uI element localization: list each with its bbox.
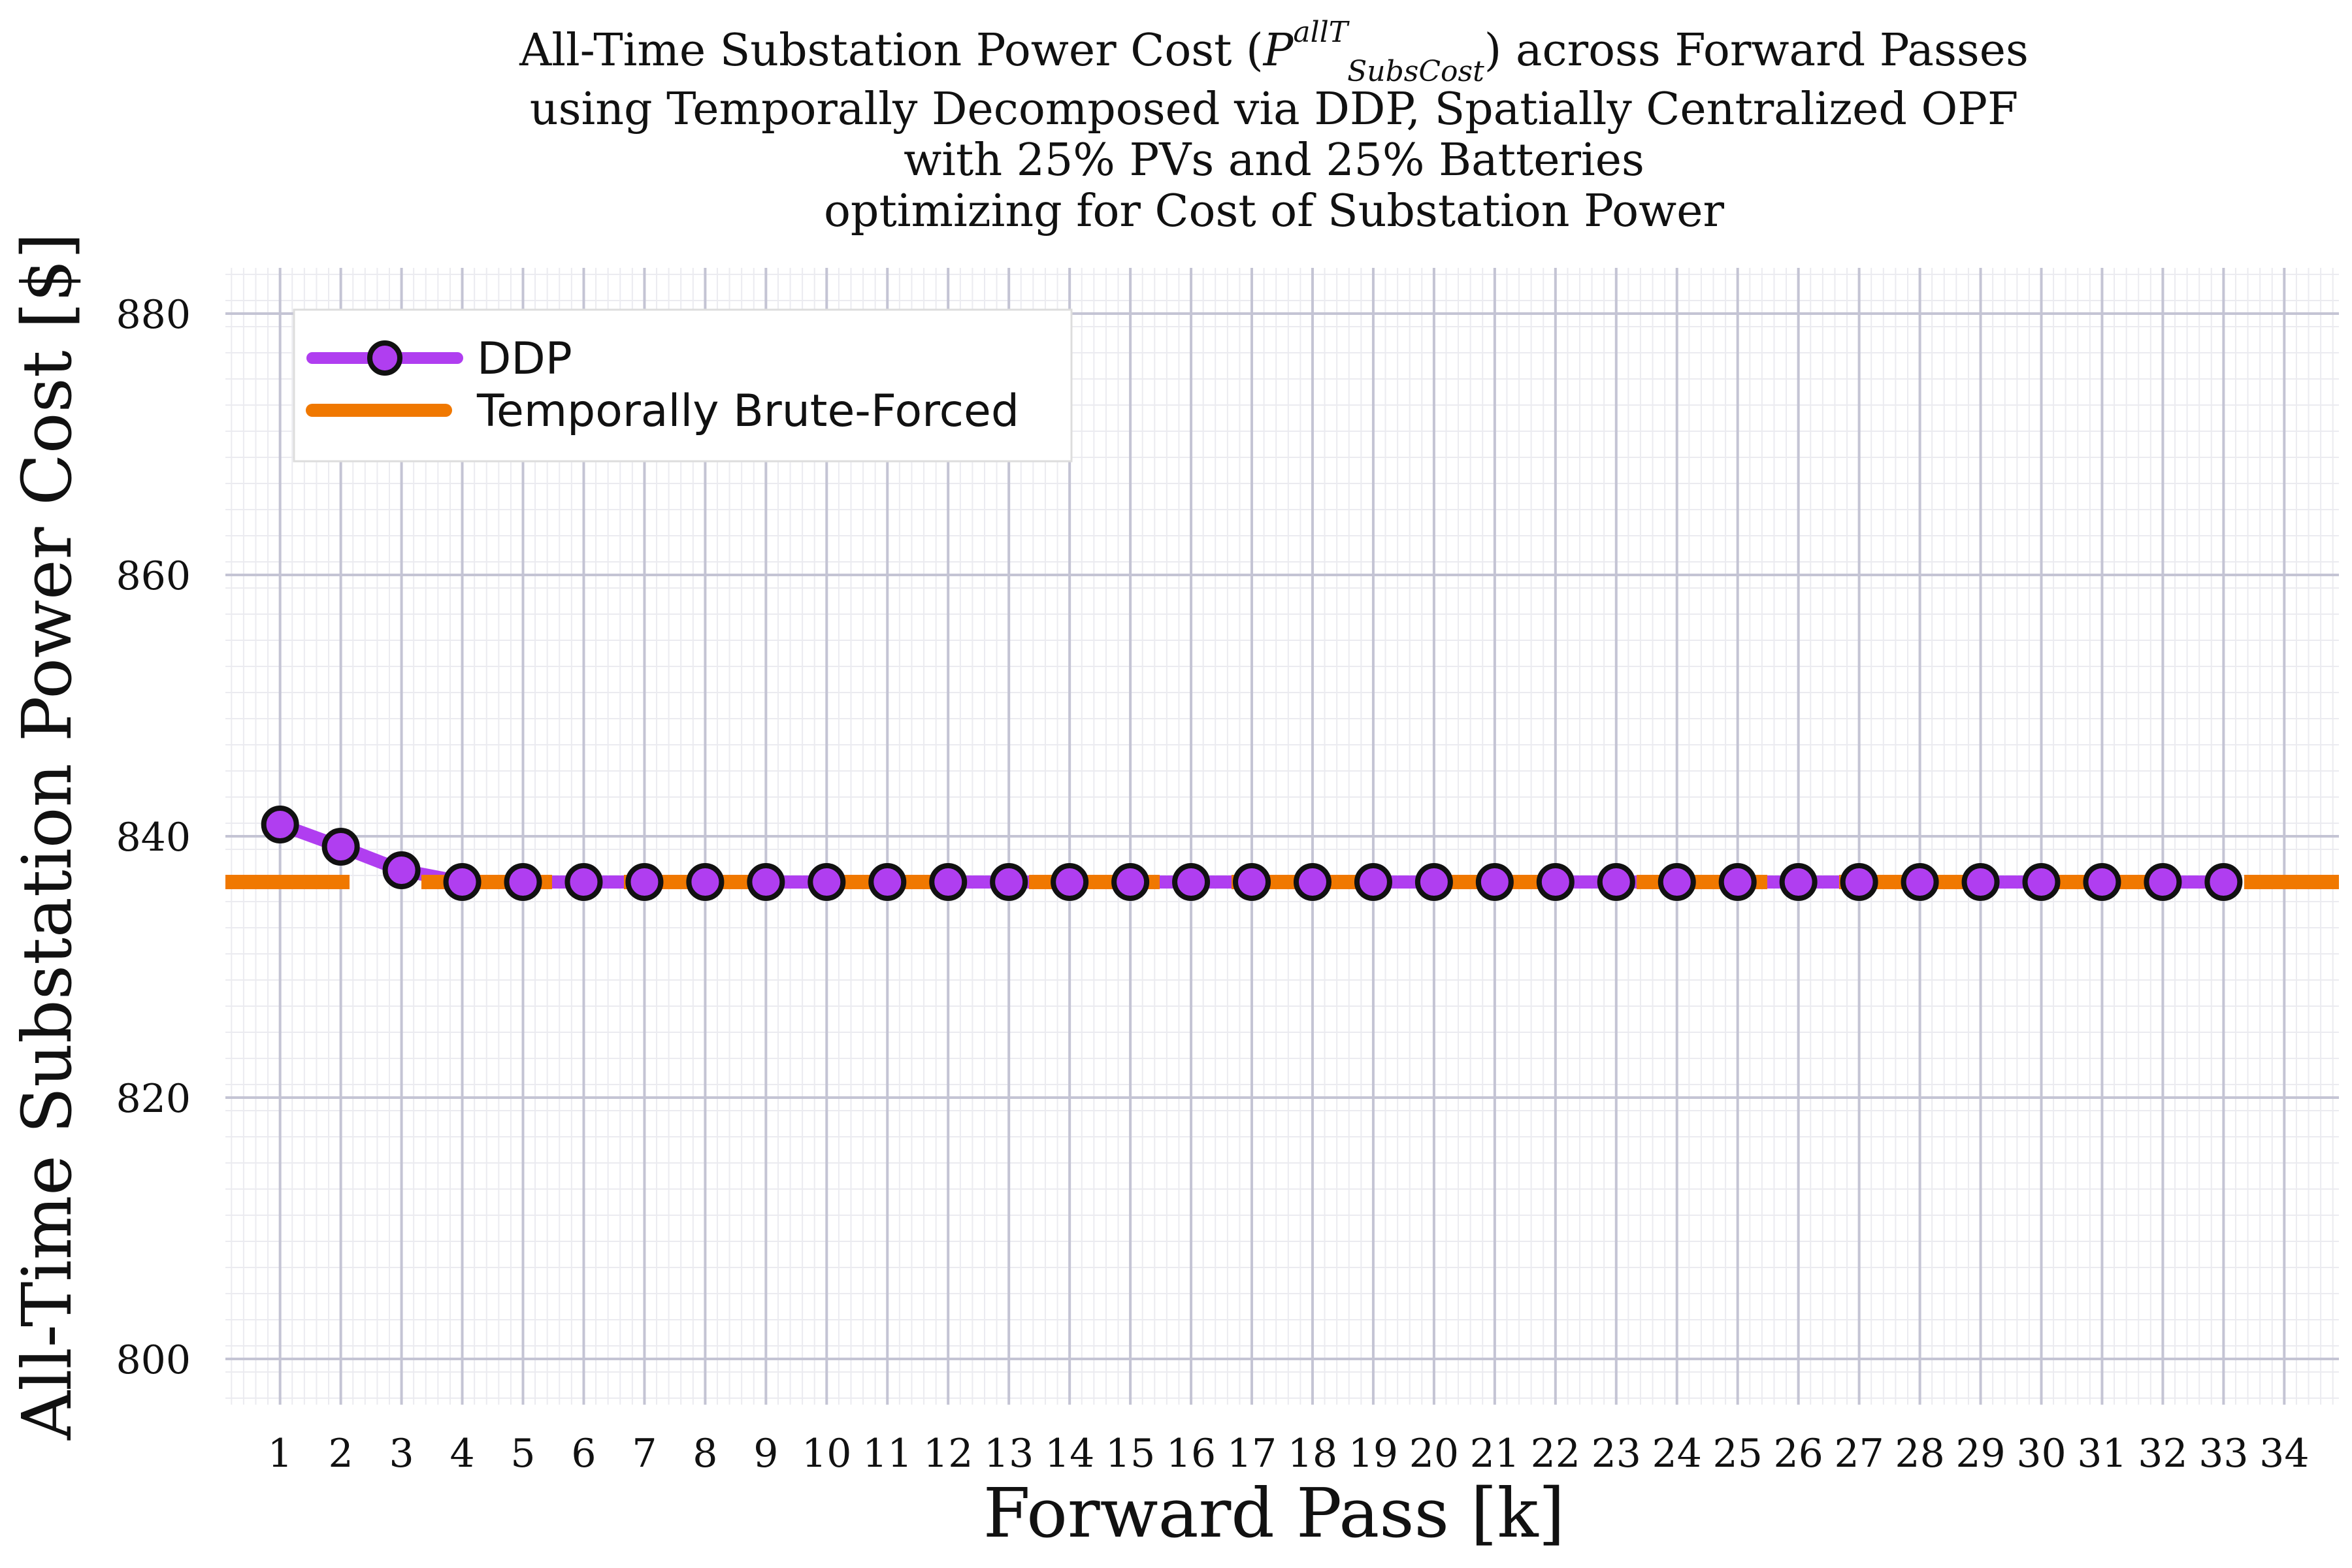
ddp-data-point bbox=[1475, 863, 1514, 901]
y-tick-label: 800 bbox=[116, 1337, 191, 1383]
x-tick-label: 34 bbox=[2259, 1431, 2309, 1477]
y-axis-label: All-Time Substation Power Cost [$] bbox=[7, 233, 87, 1441]
chart-title-math-subscript: SubsCost bbox=[1347, 55, 1484, 88]
series-layer bbox=[225, 806, 2339, 901]
ddp-data-point bbox=[1414, 863, 1453, 901]
ddp-data-point bbox=[625, 863, 664, 901]
x-tick-label: 1 bbox=[268, 1431, 293, 1477]
x-tick-label: 31 bbox=[2077, 1431, 2127, 1477]
ddp-data-point bbox=[990, 863, 1028, 901]
chart-title-math-base: P bbox=[1262, 25, 1294, 76]
x-tick-label: 6 bbox=[571, 1431, 596, 1477]
chart-title-line-2: using Temporally Decomposed via DDP, Spa… bbox=[530, 84, 2018, 135]
x-tick-label: 16 bbox=[1166, 1431, 1216, 1477]
ddp-data-point bbox=[1658, 863, 1696, 901]
ddp-data-point bbox=[1293, 863, 1331, 901]
x-tick-label: 2 bbox=[329, 1431, 353, 1477]
ddp-data-point bbox=[1901, 863, 1939, 901]
x-tick-label: 23 bbox=[1592, 1431, 1641, 1477]
legend: DDP Temporally Brute-Forced bbox=[293, 308, 1073, 463]
x-tick-label: 9 bbox=[753, 1431, 778, 1477]
chart-title-after: ) across Forward Passes bbox=[1484, 25, 2029, 76]
legend-box bbox=[293, 308, 1073, 463]
ddp-data-point bbox=[382, 851, 421, 889]
ddp-data-point bbox=[808, 863, 846, 901]
ddp-data-point bbox=[747, 863, 785, 901]
x-tick-label: 11 bbox=[862, 1431, 912, 1477]
x-tick-label: 22 bbox=[1531, 1431, 1580, 1477]
x-tick-label: 17 bbox=[1227, 1431, 1277, 1477]
ddp-data-point bbox=[1111, 863, 1150, 901]
y-tick-label: 820 bbox=[116, 1076, 191, 1122]
x-tick-labels: 1 2 3 4 5 6 7 8 9 10 11 12 13 14 15 16 17 18 19 20 21 22 23 24 2… bbox=[268, 1431, 2310, 1477]
chart-title-before: All-Time Substation Power Cost ( bbox=[519, 25, 1264, 76]
x-tick-label: 30 bbox=[2016, 1431, 2066, 1477]
ddp-data-point bbox=[564, 863, 603, 901]
x-tick-label: 4 bbox=[449, 1431, 474, 1477]
x-tick-label: 29 bbox=[1955, 1431, 2005, 1477]
x-tick-label: 13 bbox=[984, 1431, 1034, 1477]
y-tick-labels: 800 820 840 860 880 bbox=[116, 292, 191, 1383]
x-tick-label: 24 bbox=[1652, 1431, 1702, 1477]
ddp-data-point bbox=[929, 863, 968, 901]
ddp-data-point bbox=[504, 863, 542, 901]
ddp-data-point bbox=[1172, 863, 1211, 901]
ddp-data-point bbox=[1779, 863, 1818, 901]
x-tick-label: 19 bbox=[1348, 1431, 1398, 1477]
ddp-data-point bbox=[2083, 863, 2121, 901]
x-tick-label: 15 bbox=[1105, 1431, 1155, 1477]
x-axis-label: Forward Pass [k] bbox=[983, 1473, 1565, 1553]
ddp-data-point bbox=[1718, 863, 1757, 901]
ddp-data-point bbox=[1840, 863, 1878, 901]
x-tick-label: 20 bbox=[1409, 1431, 1459, 1477]
x-tick-label: 10 bbox=[802, 1431, 851, 1477]
chart-title: All-Time Substation Power Cost (PallT Sub… bbox=[519, 16, 2029, 237]
ddp-data-point bbox=[1536, 863, 1575, 901]
chart-title-line-1: All-Time Substation Power Cost (PallT Sub… bbox=[519, 16, 2029, 88]
chart-title-math-superscript: allT bbox=[1293, 16, 1350, 49]
y-tick-label: 880 bbox=[116, 292, 191, 338]
x-tick-label: 8 bbox=[693, 1431, 717, 1477]
x-tick-label: 28 bbox=[1895, 1431, 1944, 1477]
ddp-data-point bbox=[868, 863, 907, 901]
x-tick-label: 33 bbox=[2198, 1431, 2248, 1477]
y-tick-label: 860 bbox=[116, 553, 191, 599]
legend-ddp-marker bbox=[367, 340, 402, 376]
x-tick-label: 3 bbox=[389, 1431, 414, 1477]
ddp-data-point bbox=[1354, 863, 1392, 901]
ddp-data-point bbox=[1597, 863, 1635, 901]
x-tick-label: 12 bbox=[923, 1431, 973, 1477]
ddp-data-point bbox=[686, 863, 725, 901]
x-tick-label: 26 bbox=[1773, 1431, 1823, 1477]
x-tick-label: 5 bbox=[510, 1431, 535, 1477]
ddp-data-point bbox=[1051, 863, 1089, 901]
ddp-data-point bbox=[261, 806, 299, 843]
legend-ddp-label: DDP bbox=[477, 333, 572, 385]
chart-title-line-4: optimizing for Cost of Substation Power bbox=[824, 186, 1725, 237]
ddp-data-point bbox=[321, 828, 360, 866]
ddp-data-point bbox=[443, 863, 482, 901]
x-tick-label: 32 bbox=[2138, 1431, 2187, 1477]
ddp-data-point bbox=[2022, 863, 2061, 901]
legend-brute-label: Temporally Brute-Forced bbox=[476, 385, 1019, 437]
chart-title-line-3: with 25% PVs and 25% Batteries bbox=[904, 135, 1644, 186]
x-tick-label: 18 bbox=[1288, 1431, 1337, 1477]
ddp-data-point bbox=[2144, 863, 2182, 901]
y-tick-label: 840 bbox=[116, 815, 191, 860]
x-tick-label: 14 bbox=[1045, 1431, 1094, 1477]
x-tick-label: 7 bbox=[632, 1431, 657, 1477]
ddp-data-point bbox=[2204, 863, 2243, 901]
ddp-data-point bbox=[1961, 863, 2000, 901]
ddp-data-point bbox=[1233, 863, 1271, 901]
x-tick-label: 21 bbox=[1470, 1431, 1520, 1477]
x-tick-label: 25 bbox=[1713, 1431, 1763, 1477]
x-tick-label: 27 bbox=[1834, 1431, 1884, 1477]
